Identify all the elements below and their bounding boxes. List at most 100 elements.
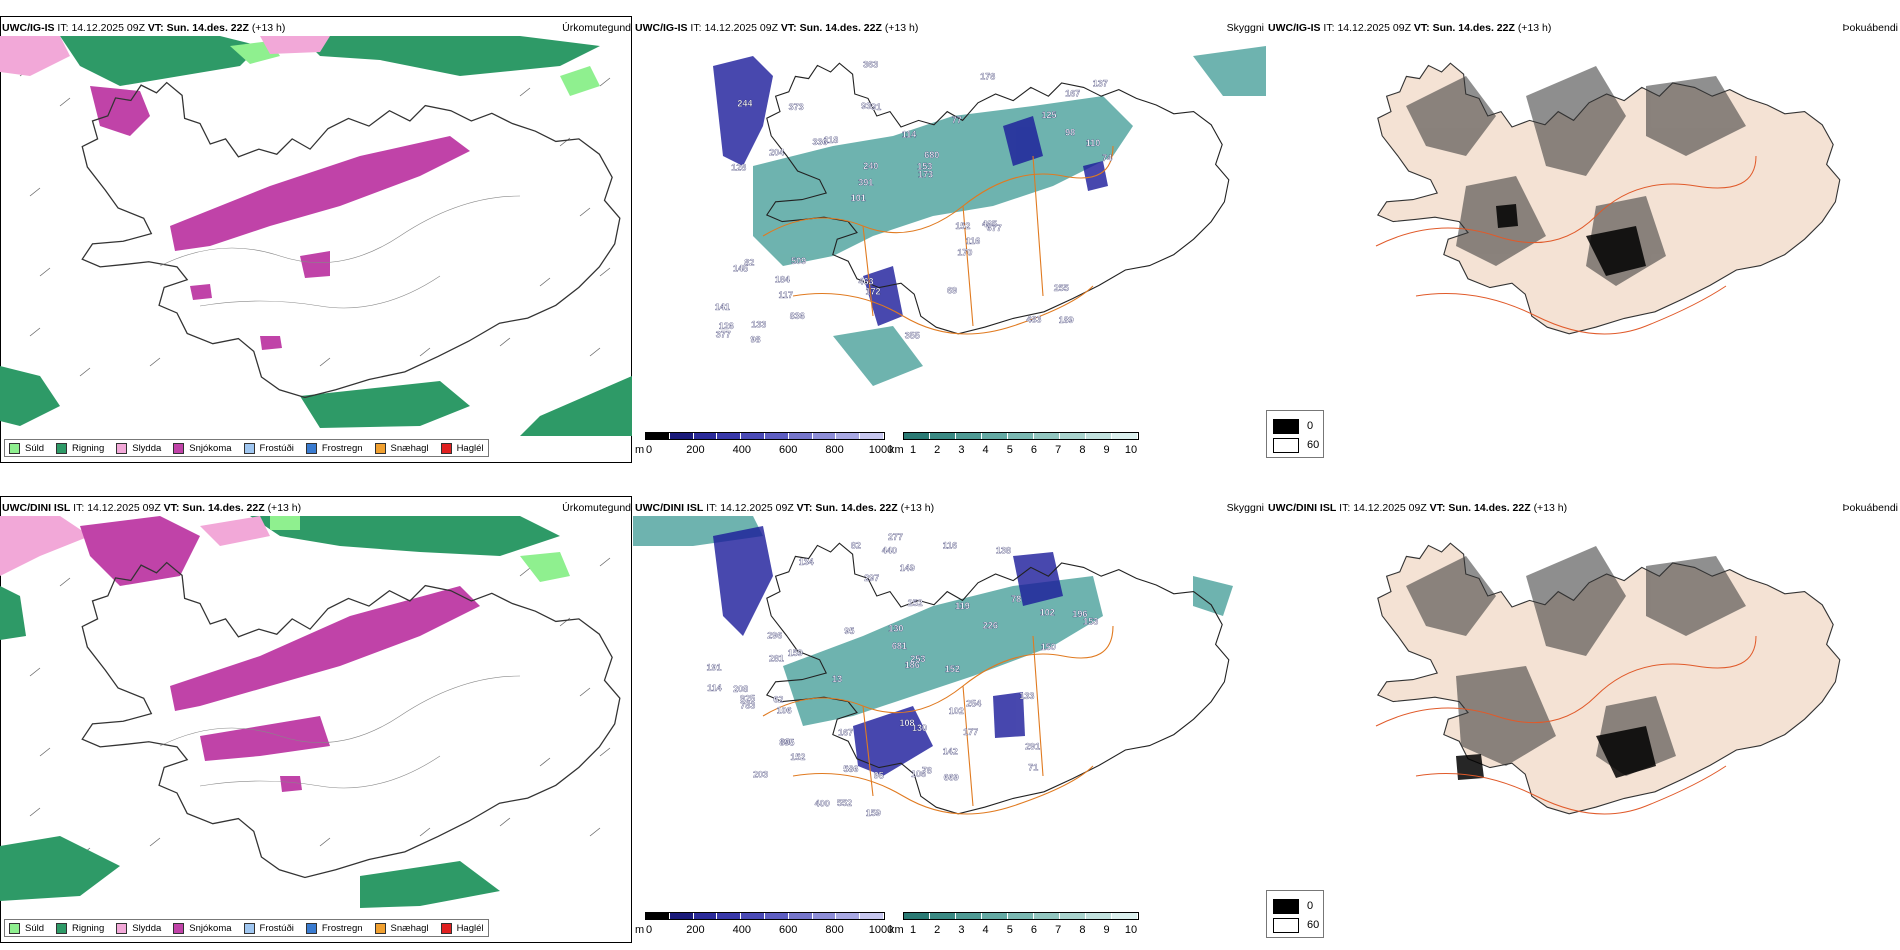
cloud-height-label: 95 [874, 770, 884, 780]
cloud-height-label: 681 [892, 641, 907, 651]
cloud-height-label: 152 [945, 664, 960, 674]
legend-item: Rigning [56, 442, 104, 454]
panel-field-label: Úrkomutegund [562, 22, 631, 34]
cloud-height-label: 226 [983, 621, 998, 631]
cloud-height-label: 170 [957, 247, 972, 257]
cloud-height-label: 142 [943, 747, 958, 757]
cloud-height-label: 281 [769, 654, 784, 664]
cloud-height-label: 137 [1093, 78, 1108, 88]
cloud-height-label: 95 [844, 626, 854, 636]
precip-type-panel-1: UWC/IG-IS IT: 14.12.2025 09Z VT: Sun. 14… [0, 14, 633, 464]
cloud-height-label: 78 [922, 765, 932, 775]
cloud-height-label: 253 [910, 654, 925, 664]
cloud-height-label: 783 [740, 701, 755, 711]
cloud-height-label: 669 [944, 772, 959, 782]
cloud-height-label: 91 [871, 102, 881, 112]
panel-title: UWC/IG-IS IT: 14.12.2025 09Z VT: Sun. 14… [1268, 22, 1552, 34]
cloud-height-label: 463 [859, 277, 874, 287]
panel-title: UWC/DINI ISL IT: 14.12.2025 09Z VT: Sun.… [635, 502, 935, 514]
cloud-height-label: 277 [888, 532, 903, 542]
height-unit: m [635, 924, 645, 936]
cloud-height-label: 74 [1102, 153, 1112, 163]
cloud-panel-1: UWC/IG-IS IT: 14.12.2025 09Z VT: Sun. 14… [633, 14, 1266, 464]
cloud-height-label: 114 [707, 683, 722, 693]
fog-core [1496, 204, 1646, 276]
visibility-colorbar: km 1 2 3 4 5 6 7 8 9 10 [889, 432, 1139, 462]
precip-type-map [0, 36, 632, 436]
cloud-height-label: 254 [966, 699, 981, 709]
road-network [762, 145, 1114, 335]
legend-swatch-white [1273, 918, 1299, 933]
legend-swatch-white [1273, 438, 1299, 453]
cloud-height-colorbar: m 0 200 400 600 800 1000 [635, 432, 893, 462]
fog-map [1266, 516, 1900, 908]
cloud-height-label: 240 [863, 161, 878, 171]
cloud-height-label: 93 [861, 101, 871, 111]
panel-title: UWC/IG-IS IT: 14.12.2025 09Z VT: Sun. 14… [2, 22, 286, 34]
rain-areas [0, 36, 632, 436]
cloud-height-label: 134 [799, 557, 814, 567]
legend-item: Súld [9, 442, 44, 454]
cloud-height-label: 552 [837, 798, 852, 808]
legend-item: Slydda [116, 922, 161, 934]
cloud-height-label: 126 [719, 321, 734, 331]
cloud-height-label: 101 [851, 193, 866, 203]
cloud-height-label: 13 [832, 674, 842, 684]
panel-field-label: Þokuábendi [1842, 22, 1898, 34]
cloud-height-label: 130 [912, 723, 927, 733]
cloud-height-label: 98 [780, 737, 790, 747]
cloud-height-label: 69 [947, 286, 957, 296]
legend-item: Frostregn [305, 922, 363, 934]
cloud-height-label: 130 [888, 624, 903, 634]
fog-legend: 0 60 [1266, 890, 1324, 938]
cloud-height-label: 184 [775, 274, 790, 284]
cloud-height-label: 71 [1028, 763, 1038, 773]
rain-areas [0, 516, 560, 908]
cloud-height-labels: 189 128 167 101 77 133 93 114 82 118 141 117 91 680 67… [715, 60, 1113, 345]
visibility-bar [903, 432, 1139, 440]
sleet-areas [0, 516, 270, 576]
legend-item: Slydda [116, 442, 161, 454]
height-unit: m [635, 444, 645, 456]
panel-title: UWC/DINI ISL IT: 14.12.2025 09Z VT: Sun.… [1268, 502, 1568, 514]
cloud-height-label: 363 [863, 60, 878, 70]
cloud-height-label: 177 [963, 727, 978, 737]
cloud-height-label: 191 [707, 663, 722, 673]
panel-field-label: Þokuábendi [1842, 502, 1898, 514]
cloud-height-label: 355 [905, 331, 920, 341]
cloud-height-label: 336 [813, 137, 828, 147]
cloud-height-label: 296 [767, 631, 782, 641]
cloud-height-label: 102 [949, 706, 964, 716]
cloud-height-label: 82 [744, 258, 754, 268]
cloud-height-label: 116 [966, 236, 981, 246]
cloud-height-label: 128 [731, 162, 746, 172]
cloud-height-label: 252 [908, 598, 923, 608]
cloud-height-label: 82 [851, 540, 861, 550]
cloud-height-label: 102 [1040, 607, 1055, 617]
cloud-height-label: 509 [791, 256, 806, 266]
legend-item: Haglél [440, 442, 484, 454]
cloud-height-label: 391 [858, 177, 873, 187]
cloud-height-label: 895 [779, 738, 794, 748]
cloud-height-labels: 203 138 134 78 130 159 106 98 102 226 208 277 177 186… [706, 532, 1098, 819]
legend-item: Súld [9, 922, 44, 934]
cloud-height-label: 141 [715, 302, 730, 312]
panel-title: UWC/IG-IS IT: 14.12.2025 09Z VT: Sun. 14… [635, 22, 919, 34]
cloud-height-label: 836 [790, 311, 805, 321]
visibility-colorbar: km 1 2 3 4 5 6 7 8 9 10 [889, 912, 1139, 942]
cloud-height-label: 178 [980, 72, 995, 82]
panel-field-label: Skyggni [1226, 22, 1264, 34]
precip-type-legend: Súld Rigning Slydda Snjókoma Frostúði Fr… [4, 919, 489, 937]
cloud-height-label: 465 [982, 219, 997, 229]
cloud-height-label: 114 [902, 129, 917, 139]
precip-type-panel-2: UWC/DINI ISL IT: 14.12.2025 09Z VT: Sun.… [0, 494, 633, 944]
cloud-height-label: 483 [1026, 314, 1041, 324]
cloud-height-label: 297 [864, 573, 879, 583]
cloud-height-label: 78 [1011, 594, 1021, 604]
cloud-height-label: 173 [918, 170, 933, 180]
visibility-unit: km [889, 924, 904, 936]
roads [1375, 635, 1757, 815]
cloud-height-label: 133 [1019, 691, 1034, 701]
cloud-height-label: 586 [843, 764, 858, 774]
panel-field-label: Skyggni [1226, 502, 1264, 514]
